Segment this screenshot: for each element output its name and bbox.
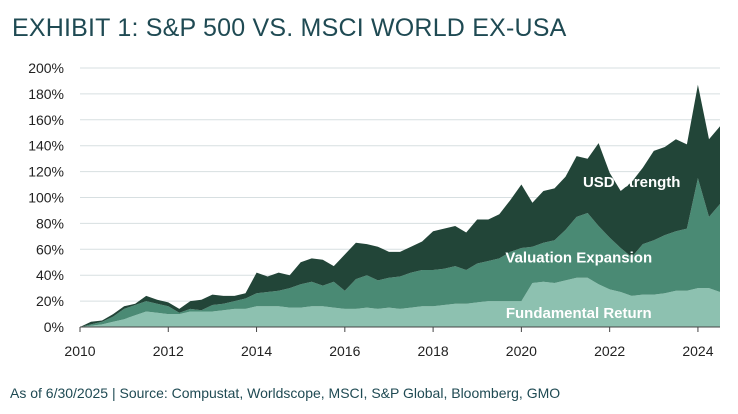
area-fundamental-return	[80, 277, 720, 327]
series-label-fundamental-return: Fundamental Return	[506, 305, 652, 322]
area-valuation-expansion	[80, 178, 720, 327]
x-tick-label: 2014	[241, 343, 272, 359]
y-tick-label: 0%	[44, 319, 64, 335]
series-label-valuation-expansion: Valuation Expansion	[505, 249, 652, 266]
area-usd-strength	[80, 84, 720, 327]
chart-footnote: As of 6/30/2025 | Source: Compustat, Wor…	[10, 385, 561, 401]
x-tick-label: 2010	[64, 343, 95, 359]
stacked-areas	[80, 84, 720, 327]
y-tick-label: 80%	[36, 215, 64, 231]
x-tick-label: 2018	[418, 343, 449, 359]
chart-title: EXHIBIT 1: S&P 500 VS. MSCI WORLD EX-USA	[12, 14, 567, 42]
x-tick-label: 2022	[594, 343, 625, 359]
series-label-usd-strength: USD Strength	[583, 174, 681, 191]
y-tick-label: 180%	[28, 86, 64, 102]
y-tick-label: 160%	[28, 112, 64, 128]
y-tick-label: 40%	[36, 267, 64, 283]
axes: 0% 20% 40% 60% 80% 100% 120% 140% 160% 180% 200% 20…	[28, 60, 720, 359]
y-tick-label: 120%	[28, 164, 64, 180]
y-tick-label: 20%	[36, 293, 64, 309]
y-tick-label: 200%	[28, 60, 64, 76]
x-tick-label: 2020	[506, 343, 537, 359]
x-tick-label: 2024	[682, 343, 713, 359]
x-tick-label: 2016	[329, 343, 360, 359]
y-tick-label: 100%	[28, 190, 64, 206]
y-tick-label: 60%	[36, 241, 64, 257]
series-labels: USD Strength Valuation Expansion Fundament…	[505, 174, 680, 322]
y-tick-label: 140%	[28, 138, 64, 154]
x-tick-label: 2012	[153, 343, 184, 359]
